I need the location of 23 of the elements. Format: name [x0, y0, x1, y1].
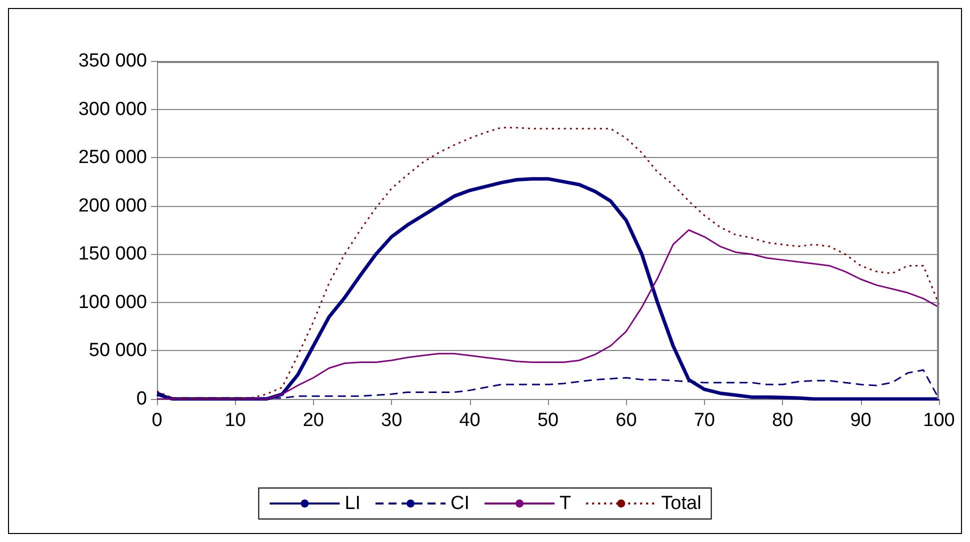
x-tick-label: 80 — [772, 410, 794, 431]
x-tick-label: 30 — [381, 410, 402, 431]
y-tick-label: 350 000 — [78, 50, 147, 72]
legend-label: Total — [661, 493, 702, 514]
x-tick-label: 40 — [459, 410, 480, 431]
x-tick-label: 60 — [616, 410, 637, 431]
y-tick-label: 50 000 — [88, 340, 147, 362]
x-tick-label: 20 — [302, 410, 324, 431]
y-tick-label: 250 000 — [78, 147, 147, 168]
x-tick-label: 90 — [850, 410, 872, 431]
y-tick-label: 200 000 — [78, 195, 147, 216]
y-tick-label: 0 — [136, 388, 147, 410]
x-tick-label: 100 — [923, 410, 955, 431]
y-tick-label: 150 000 — [78, 244, 147, 265]
x-tick-label: 50 — [537, 410, 559, 431]
legend-label: T — [560, 493, 572, 514]
x-tick-label: 10 — [224, 410, 246, 431]
legend-label: LI — [344, 493, 361, 514]
y-tick-label: 300 000 — [78, 98, 147, 120]
x-tick-label: 0 — [152, 410, 162, 431]
y-tick-label: 100 000 — [78, 292, 147, 313]
legend-label: CI — [450, 493, 470, 514]
x-tick-label: 70 — [694, 410, 715, 431]
